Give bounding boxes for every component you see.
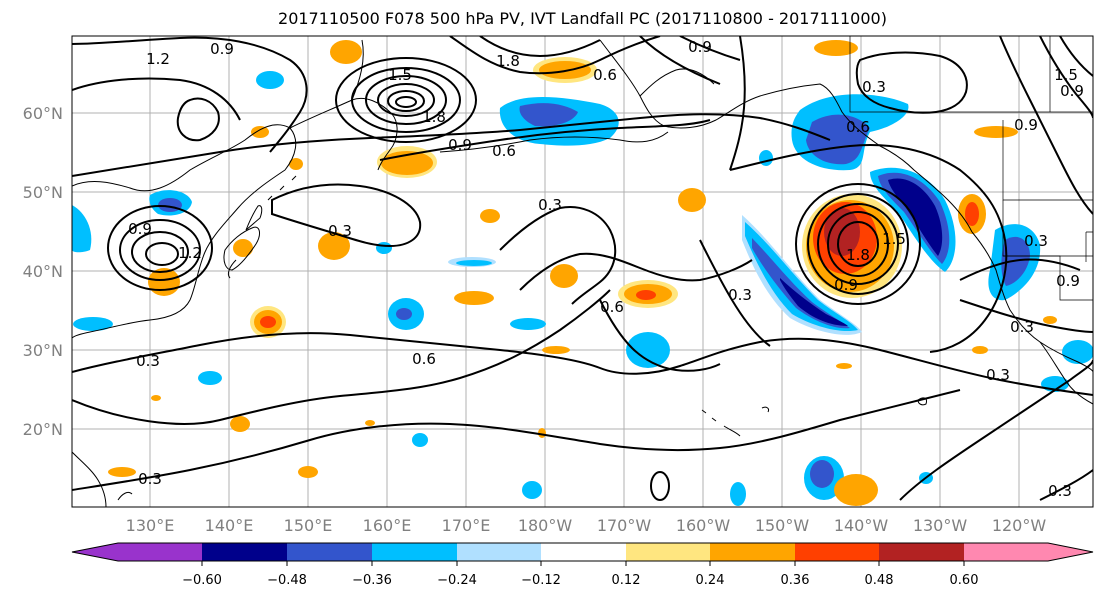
contour-label: 0.3 [986,366,1010,384]
colorbar-segment [541,543,626,561]
contour-label: 0.3 [136,352,160,370]
pv-contours [72,36,1093,501]
longitude-labels: 130°E 140°E 150°E 160°E 170°E 180°W 170°… [126,516,1047,535]
map-title: 2017110500 F078 500 hPa PV, IVT Landfall… [278,9,887,28]
colorbar-segment [202,543,287,561]
colorbar-tick-label: 0.24 [696,573,725,588]
lon-label: 120°W [992,516,1047,535]
contour-label: 0.9 [1060,82,1084,100]
contour-label: 1.2 [146,50,170,68]
lon-label: 170°E [442,516,491,535]
lon-label: 140°E [205,516,254,535]
lat-label: 40°N [23,262,63,281]
coastlines [72,39,1093,507]
contour-label: 1.8 [846,246,870,264]
colorbar-tick-label: −0.36 [352,573,392,588]
colorbar-segments [72,543,1093,561]
contour-label: 0.3 [1048,482,1072,500]
colorbar-tick-label: 0.60 [950,573,979,588]
contour-label: 0.6 [600,298,624,316]
colorbar-tick-label: −0.48 [267,573,307,588]
colorbar-outline [71,542,1094,562]
contour-label: 0.6 [412,350,436,368]
contour-label: 0.9 [128,220,152,238]
lon-label: 160°W [676,516,731,535]
contour-label: 0.3 [538,196,562,214]
colorbar-segment [457,543,541,561]
lon-label: 130°E [126,516,175,535]
lat-label: 50°N [23,183,63,202]
latitude-labels: 20°N 30°N 40°N 50°N 60°N [23,104,63,439]
map-frame [71,35,1094,508]
contour-label: 0.9 [210,40,234,58]
colorbar: −0.60 −0.48 −0.36 −0.24 −0.12 0.12 0.24 … [71,542,1094,588]
lon-label: 150°E [284,516,333,535]
colorbar-tick-label: −0.12 [521,573,561,588]
contour-label: 0.6 [492,142,516,160]
colorbar-tick-label: 0.12 [612,573,641,588]
lon-label: 180°W [518,516,573,535]
contour-label: 0.9 [834,276,858,294]
contour-labels: 1.2 0.9 1.5 1.8 1.8 0.9 0.6 0.9 0.3 0.6 … [128,38,1084,500]
colorbar-segment [626,543,710,561]
contour-label: 1.8 [422,108,446,126]
contour-label: 0.9 [1014,116,1038,134]
contour-label: 0.3 [1010,318,1034,336]
lon-label: 170°W [597,516,652,535]
contour-label: 1.5 [1054,66,1078,84]
lon-label: 140°W [834,516,889,535]
lat-label: 60°N [23,104,63,123]
contour-label: 0.3 [328,222,352,240]
contour-label: 1.8 [496,52,520,70]
contour-label: 0.9 [448,136,472,154]
colorbar-tick-label: 0.36 [781,573,810,588]
contour-label: 0.9 [1056,272,1080,290]
colorbar-segment [372,543,457,561]
contour-label: 0.3 [138,470,162,488]
lat-label: 20°N [23,420,63,439]
colorbar-tick-label: −0.24 [437,573,477,588]
lat-label: 30°N [23,341,63,360]
contour-label: 1.5 [388,66,412,84]
colorbar-segment [287,543,372,561]
lon-label: 130°W [913,516,968,535]
colorbar-segment [710,543,795,561]
contour-label: 1.5 [882,230,906,248]
contour-label: 0.9 [688,38,712,56]
colorbar-segment [795,543,879,561]
contour-label: 0.3 [862,78,886,96]
contour-label: 0.6 [593,66,617,84]
contour-label: 0.6 [846,118,870,136]
colorbar-tick-label: −0.60 [182,573,222,588]
colorbar-tick-label: 0.48 [865,573,894,588]
colorbar-segment [964,543,1093,561]
lon-label: 150°W [755,516,810,535]
colorbar-segment [879,543,964,561]
contour-label: 0.3 [728,286,752,304]
political-boundaries [849,36,1093,301]
contour-label: 0.3 [1024,232,1048,250]
colorbar-ticks [201,561,965,566]
colorbar-segment [72,543,202,561]
lon-label: 160°E [363,516,412,535]
contour-label: 1.2 [178,244,202,262]
